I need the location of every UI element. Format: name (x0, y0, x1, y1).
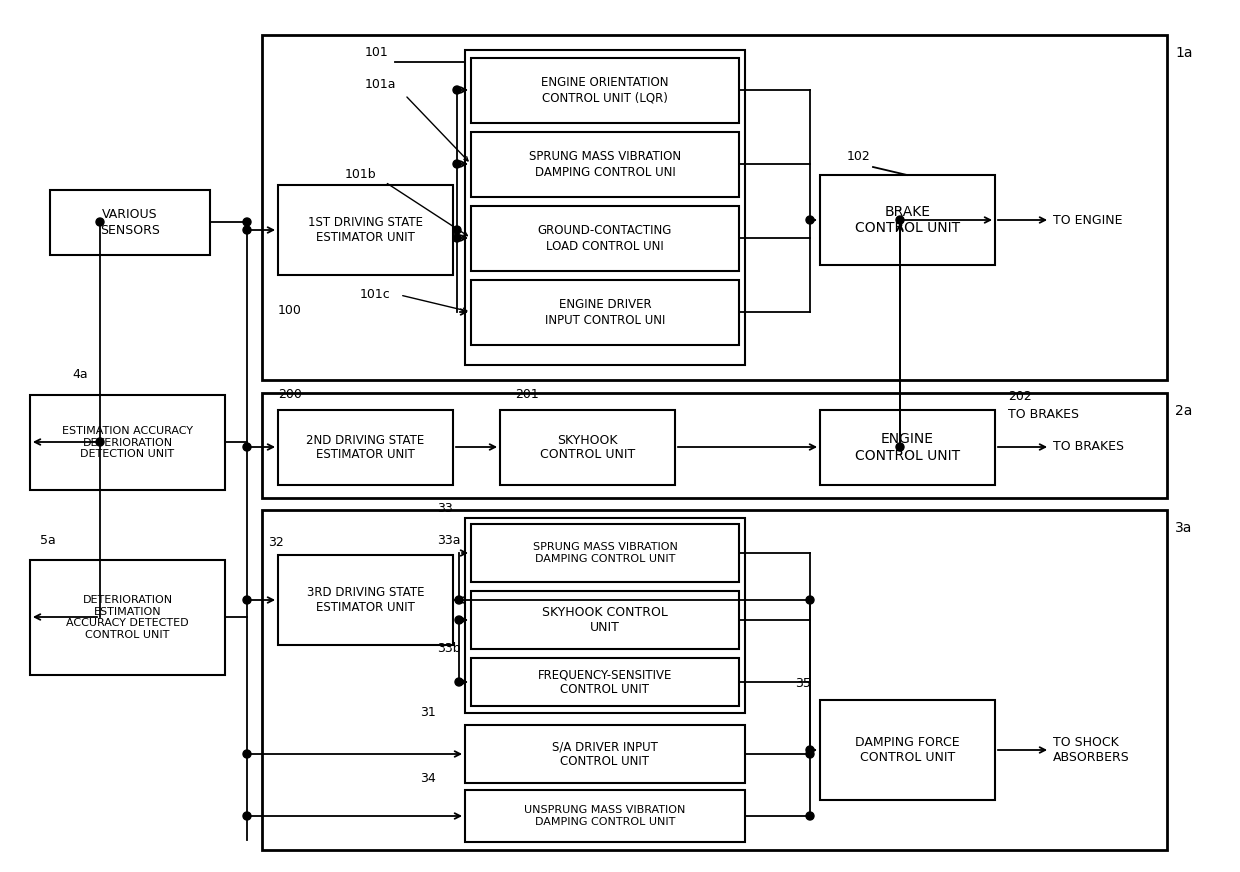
Bar (471, 591, 739, 649)
Text: DAMPING FORCE
CONTROL UNIT: DAMPING FORCE CONTROL UNIT (856, 736, 960, 764)
Bar (278, 185, 453, 275)
Bar (50, 190, 210, 255)
Bar (820, 175, 994, 265)
Text: UNSPRUNG MASS VIBRATION
DAMPING CONTROL UNIT: UNSPRUNG MASS VIBRATION DAMPING CONTROL … (525, 805, 686, 827)
Text: 2ND DRIVING STATE
ESTIMATOR UNIT: 2ND DRIVING STATE ESTIMATOR UNIT (306, 433, 424, 461)
Circle shape (243, 443, 250, 451)
Text: 101c: 101c (360, 289, 391, 302)
Circle shape (243, 812, 250, 820)
Text: ENGINE ORIENTATION
CONTROL UNIT (LQR): ENGINE ORIENTATION CONTROL UNIT (LQR) (541, 77, 668, 105)
Bar (471, 206, 739, 271)
Text: BRAKE
CONTROL UNIT: BRAKE CONTROL UNIT (854, 205, 960, 235)
Text: SKYHOOK
CONTROL UNIT: SKYHOOK CONTROL UNIT (539, 433, 635, 461)
Text: GROUND-CONTACTING
LOAD CONTROL UNI: GROUND-CONTACTING LOAD CONTROL UNI (538, 224, 672, 253)
Circle shape (897, 443, 904, 451)
Text: 3RD DRIVING STATE
ESTIMATOR UNIT: 3RD DRIVING STATE ESTIMATOR UNIT (306, 586, 424, 614)
Circle shape (243, 596, 250, 604)
Bar (820, 410, 994, 485)
Text: 1ST DRIVING STATE
ESTIMATOR UNIT: 1ST DRIVING STATE ESTIMATOR UNIT (308, 216, 423, 244)
Circle shape (455, 596, 463, 604)
Text: 4a: 4a (72, 369, 88, 382)
Circle shape (453, 86, 461, 94)
Circle shape (806, 746, 813, 754)
Bar (471, 524, 739, 582)
Text: FREQUENCY-SENSITIVE
CONTROL UNIT: FREQUENCY-SENSITIVE CONTROL UNIT (538, 668, 672, 696)
Text: 33b: 33b (436, 642, 460, 655)
Bar (278, 555, 453, 645)
Text: 31: 31 (420, 705, 435, 719)
Text: VARIOUS
SENSORS: VARIOUS SENSORS (100, 208, 160, 236)
Text: 201: 201 (515, 389, 538, 401)
Bar (500, 410, 675, 485)
Bar (465, 725, 745, 783)
Bar (262, 393, 1167, 498)
Text: 5a: 5a (40, 534, 56, 547)
Text: 2a: 2a (1176, 404, 1193, 418)
Bar (820, 700, 994, 800)
Text: DETERIORATION
ESTIMATION
ACCURACY DETECTED
CONTROL UNIT: DETERIORATION ESTIMATION ACCURACY DETECT… (66, 595, 188, 640)
Text: S/A DRIVER INPUT
CONTROL UNIT: S/A DRIVER INPUT CONTROL UNIT (552, 740, 658, 768)
Bar (471, 58, 739, 123)
Circle shape (455, 678, 463, 686)
Circle shape (897, 216, 904, 224)
Text: 101a: 101a (365, 78, 397, 92)
Text: SPRUNG MASS VIBRATION
DAMPING CONTROL UNI: SPRUNG MASS VIBRATION DAMPING CONTROL UN… (529, 151, 681, 179)
Circle shape (453, 226, 461, 234)
Bar (465, 50, 745, 365)
Bar (471, 132, 739, 197)
Circle shape (95, 438, 104, 446)
Circle shape (95, 218, 104, 226)
Circle shape (243, 226, 250, 234)
Circle shape (806, 812, 813, 820)
Text: ENGINE DRIVER
INPUT CONTROL UNI: ENGINE DRIVER INPUT CONTROL UNI (544, 298, 665, 326)
Text: 101b: 101b (345, 168, 377, 181)
Circle shape (455, 616, 463, 624)
Text: 202: 202 (1008, 391, 1032, 404)
Circle shape (453, 160, 461, 168)
Text: 3a: 3a (1176, 521, 1193, 535)
Bar (262, 510, 1167, 850)
Circle shape (453, 234, 461, 242)
Text: TO BRAKES: TO BRAKES (1008, 408, 1079, 421)
Text: SPRUNG MASS VIBRATION
DAMPING CONTROL UNIT: SPRUNG MASS VIBRATION DAMPING CONTROL UN… (532, 542, 677, 564)
Text: 1a: 1a (1176, 46, 1193, 60)
Bar (471, 658, 739, 706)
Circle shape (806, 750, 813, 758)
Bar (465, 518, 745, 713)
Text: 35: 35 (795, 677, 811, 690)
Text: TO SHOCK
ABSORBERS: TO SHOCK ABSORBERS (1053, 736, 1130, 764)
Text: 33: 33 (436, 501, 453, 514)
Circle shape (806, 596, 813, 604)
Circle shape (243, 218, 250, 226)
Text: 33a: 33a (436, 534, 460, 547)
Circle shape (243, 750, 250, 758)
Bar (471, 280, 739, 345)
Bar (30, 395, 224, 490)
Text: TO ENGINE: TO ENGINE (1053, 214, 1122, 227)
Circle shape (806, 216, 813, 224)
Text: 100: 100 (278, 303, 301, 317)
Text: ENGINE
CONTROL UNIT: ENGINE CONTROL UNIT (854, 433, 960, 463)
Text: SKYHOOK CONTROL
UNIT: SKYHOOK CONTROL UNIT (542, 606, 668, 634)
Text: 34: 34 (420, 772, 435, 785)
Text: 101: 101 (365, 46, 389, 59)
Bar (30, 560, 224, 675)
Text: 102: 102 (847, 151, 870, 164)
Text: 200: 200 (278, 389, 301, 401)
Bar (278, 410, 453, 485)
Text: TO BRAKES: TO BRAKES (1053, 440, 1123, 453)
Text: 32: 32 (268, 535, 284, 548)
Text: ESTIMATION ACCURACY
DETERIORATION
DETECTION UNIT: ESTIMATION ACCURACY DETERIORATION DETECT… (62, 426, 193, 459)
Bar (262, 35, 1167, 380)
Bar (465, 790, 745, 842)
